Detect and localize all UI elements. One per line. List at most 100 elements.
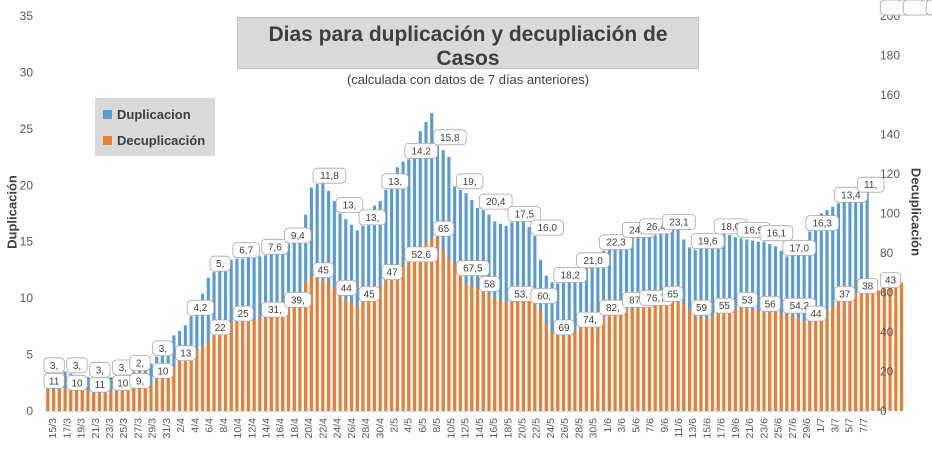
bar-decuplicacion bbox=[487, 294, 491, 411]
bar-decuplicacion bbox=[435, 237, 440, 411]
data-label-box-duplicacion bbox=[358, 209, 387, 226]
bar-decuplicacion bbox=[458, 276, 462, 411]
y-tick-label-left: 10 bbox=[20, 291, 34, 305]
data-label-decuplicacion: 52,6 bbox=[411, 250, 431, 261]
bar-decuplicacion bbox=[802, 322, 806, 412]
bar-decuplicacion bbox=[584, 324, 588, 411]
data-label-box-decuplicacion bbox=[209, 319, 231, 336]
x-tick-label: 15/6 bbox=[701, 418, 713, 439]
x-tick-label: 16/5 bbox=[488, 418, 500, 439]
data-label-box-duplicacion bbox=[312, 167, 347, 184]
data-label-box-duplicacion bbox=[232, 242, 260, 259]
data-label-box-decuplicacion bbox=[381, 264, 403, 281]
bar-decuplicacion bbox=[475, 288, 480, 411]
bar-decuplicacion bbox=[292, 302, 296, 412]
bar-decuplicacion bbox=[275, 314, 279, 411]
bar-decuplicacion bbox=[69, 391, 73, 411]
bar-decuplicacion bbox=[550, 332, 554, 411]
x-tick-label: 14/5 bbox=[474, 418, 486, 439]
bar-decuplicacion bbox=[699, 318, 703, 411]
bar-decuplicacion bbox=[441, 251, 445, 411]
bar-decuplicacion bbox=[773, 312, 778, 411]
bar-decuplicacion bbox=[854, 294, 858, 411]
x-tick-label: 4/4 bbox=[189, 418, 201, 433]
data-label-box-decuplicacion bbox=[232, 305, 254, 322]
data-label-box-duplicacion bbox=[152, 340, 174, 357]
bar-decuplicacion bbox=[269, 316, 273, 411]
data-label-duplicacion: 3, bbox=[96, 365, 104, 376]
y-axis-title-left: Duplicación bbox=[4, 175, 20, 249]
data-label-duplicacion: 19,6 bbox=[698, 237, 718, 248]
bar-decuplicacion bbox=[258, 318, 262, 411]
data-label-box-decuplicacion bbox=[857, 278, 879, 294]
x-tick-label: 20/4 bbox=[303, 418, 315, 439]
bar-decuplicacion bbox=[602, 316, 606, 411]
bar-decuplicacion bbox=[808, 322, 812, 412]
data-label-duplicacion: 18,2 bbox=[560, 271, 580, 282]
x-tick-label: 23/3 bbox=[104, 418, 116, 439]
bar-decuplicacion bbox=[223, 324, 228, 411]
x-tick-label: 1/7 bbox=[815, 418, 827, 433]
bar-decuplicacion bbox=[659, 304, 663, 411]
data-label-box-duplicacion bbox=[690, 233, 725, 250]
x-tick-label: 19/3 bbox=[76, 418, 88, 439]
data-label-box-duplicacion bbox=[335, 197, 364, 213]
data-label-decuplicacion: 11 bbox=[95, 380, 106, 391]
x-tick-label: 4/5 bbox=[403, 418, 415, 433]
bar-decuplicacion bbox=[103, 393, 107, 411]
legend-swatch-duplicacion bbox=[103, 109, 112, 119]
bar-decuplicacion bbox=[710, 316, 715, 411]
x-tick-label: 15/3 bbox=[47, 418, 59, 439]
bar-decuplicacion bbox=[521, 298, 525, 411]
data-label-decuplicacion: 59 bbox=[696, 303, 708, 314]
data-label-box-decuplicacion bbox=[152, 362, 174, 379]
bar-decuplicacion bbox=[298, 292, 302, 411]
bar-decuplicacion bbox=[877, 290, 881, 411]
y-tick-label-left: 25 bbox=[20, 122, 34, 136]
chart-title: Dias para duplicación y decupliación de … bbox=[268, 23, 668, 70]
x-tick-label: 14/4 bbox=[261, 418, 273, 439]
data-label-decuplicacion: 13 bbox=[180, 349, 192, 360]
data-label-box-decuplicacion bbox=[66, 374, 88, 391]
y-tick-label-right: 140 bbox=[880, 128, 900, 142]
x-tick-label: 21/6 bbox=[744, 418, 756, 439]
x-tick-label: 30/5 bbox=[588, 418, 600, 439]
x-tick-label: 29/6 bbox=[801, 418, 813, 439]
data-label-decuplicacion: 67,5 bbox=[463, 264, 483, 275]
bar-decuplicacion bbox=[733, 308, 737, 411]
bar-decuplicacion bbox=[504, 302, 508, 412]
data-label-decuplicacion: 45 bbox=[318, 266, 330, 277]
bar-decuplicacion bbox=[481, 292, 485, 411]
bar-decuplicacion bbox=[115, 391, 119, 411]
x-tick-label: 12/4 bbox=[246, 418, 258, 439]
bar-decuplicacion bbox=[286, 308, 291, 411]
data-label-decuplicacion: 60, bbox=[537, 291, 551, 302]
data-label-box-duplicacion bbox=[186, 299, 215, 316]
bar-decuplicacion bbox=[315, 278, 319, 411]
x-tick-label: 28/4 bbox=[360, 418, 372, 439]
data-label-box-decuplicacion bbox=[432, 220, 455, 237]
y-axis-title-right: Decuplicación bbox=[908, 167, 924, 257]
chart-legend: Duplicacion Decuplicación bbox=[95, 98, 215, 156]
bar-decuplicacion bbox=[745, 308, 749, 411]
data-label-box-duplicacion bbox=[507, 206, 542, 222]
data-label-box-duplicacion bbox=[455, 173, 484, 190]
x-tick-label: 23/6 bbox=[758, 418, 770, 439]
bar-decuplicacion bbox=[424, 243, 428, 412]
data-label-decuplicacion: 37 bbox=[839, 289, 851, 300]
bar-decuplicacion bbox=[281, 312, 285, 411]
x-tick-label: 20/5 bbox=[517, 418, 529, 439]
data-label-duplicacion: 3, bbox=[159, 344, 167, 355]
bar-decuplicacion bbox=[859, 294, 863, 411]
bar-decuplicacion bbox=[498, 300, 503, 411]
x-tick-label: 28/5 bbox=[573, 418, 585, 439]
bar-decuplicacion bbox=[561, 335, 566, 411]
data-label-box-duplicacion bbox=[553, 267, 587, 283]
y-tick-label-right: 60 bbox=[880, 286, 894, 300]
y-tick-label-right: 0 bbox=[880, 404, 887, 418]
data-label-duplicacion: 16,1 bbox=[767, 229, 787, 240]
x-tick-label: 2/5 bbox=[389, 418, 401, 433]
data-label-duplicacion: 21,0 bbox=[583, 256, 603, 267]
bar-decuplicacion bbox=[92, 393, 96, 411]
x-tick-label: 19/6 bbox=[730, 418, 742, 439]
